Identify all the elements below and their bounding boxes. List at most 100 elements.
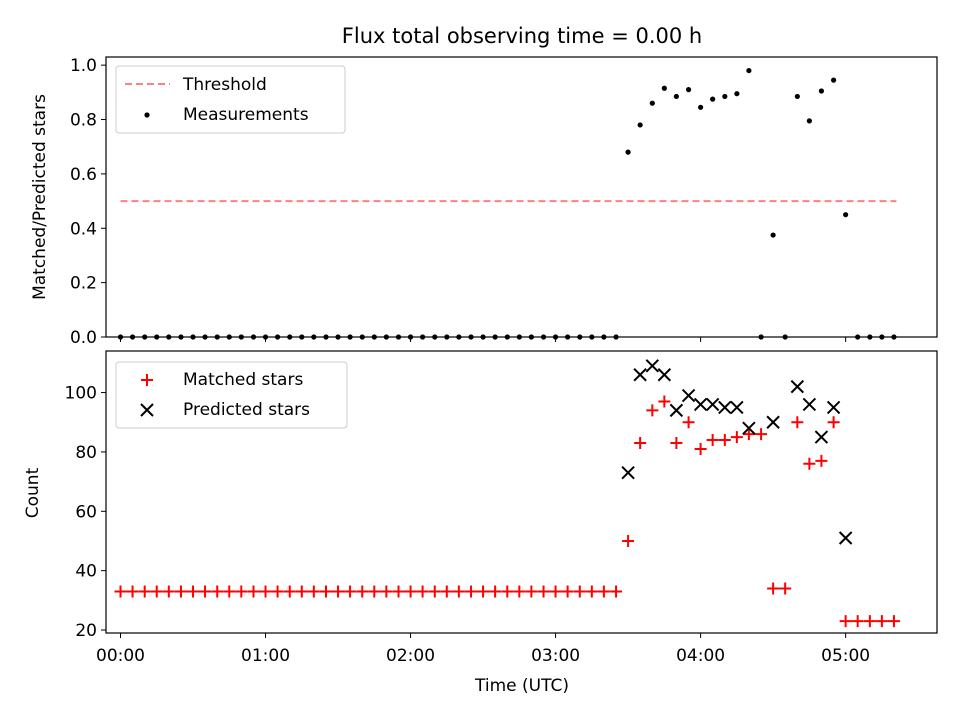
matched-star-point bbox=[428, 585, 441, 598]
matched-star-point bbox=[320, 585, 333, 598]
matched-star-point bbox=[271, 585, 284, 598]
matched-star-point bbox=[791, 416, 804, 429]
predicted-star-point bbox=[718, 400, 732, 415]
matched-star-point bbox=[827, 416, 840, 429]
measurement-point bbox=[734, 91, 740, 97]
bottom-panel: 20 40 60 80 100 00:00 01:00 02:00 03:00 04:00 05:… bbox=[23, 350, 938, 696]
legend-matched-swatch bbox=[141, 374, 153, 386]
matched-star-point bbox=[634, 437, 647, 450]
top-ytick-label: 0.2 bbox=[70, 274, 97, 294]
matched-star-point bbox=[622, 534, 635, 547]
measurement-point bbox=[722, 93, 728, 100]
measurement-point bbox=[710, 96, 716, 102]
matched-star-point bbox=[718, 434, 731, 447]
measurement-point bbox=[698, 104, 704, 110]
matched-star-point bbox=[235, 585, 248, 598]
matched-star-point bbox=[610, 585, 623, 598]
matched-star-point bbox=[501, 585, 514, 598]
matched-star-point bbox=[368, 585, 381, 598]
measurement-point bbox=[649, 100, 655, 106]
predicted-star-point bbox=[730, 400, 744, 415]
matched-star-point bbox=[646, 404, 659, 417]
measurement-point bbox=[673, 93, 679, 100]
matched-star-point bbox=[344, 585, 357, 598]
matched-star-point bbox=[742, 428, 755, 441]
measurement-point bbox=[794, 93, 800, 100]
matched-star-point bbox=[658, 395, 671, 408]
matched-star-point bbox=[440, 585, 453, 598]
matched-star-point bbox=[525, 585, 538, 598]
predicted-star-point bbox=[826, 400, 841, 415]
matched-star-point bbox=[767, 582, 780, 595]
measurement-point bbox=[770, 232, 776, 238]
measurement-point bbox=[806, 118, 812, 124]
matched-star-point bbox=[356, 585, 369, 598]
bottom-y-axis: 20 40 60 80 100 bbox=[65, 384, 106, 641]
predicted-star-point bbox=[742, 421, 756, 435]
legend-matched-label: Matched stars bbox=[183, 370, 303, 390]
matched-star-point bbox=[779, 582, 792, 595]
matched-star-point bbox=[392, 585, 405, 598]
predicted-star-point bbox=[802, 397, 817, 412]
matched-star-point bbox=[706, 434, 719, 447]
matched-star-point bbox=[670, 437, 683, 450]
top-x-ticks bbox=[120, 337, 847, 342]
top-legend: Threshold Measurements bbox=[115, 65, 346, 134]
matched-star-point bbox=[489, 585, 502, 598]
matched-star-point bbox=[465, 585, 478, 598]
top-y-axis-label: Matched/Predicted stars bbox=[30, 94, 50, 300]
matched-star-point bbox=[404, 585, 417, 598]
predicted-star-point bbox=[814, 430, 829, 444]
bottom-xtick-label: 01:00 bbox=[241, 646, 290, 666]
matched-star-point bbox=[162, 585, 175, 598]
bottom-ytick-label: 40 bbox=[75, 562, 97, 582]
bottom-xtick-label: 02:00 bbox=[386, 646, 435, 666]
bottom-x-axis-label: Time (UTC) bbox=[474, 676, 569, 696]
matched-star-point bbox=[126, 585, 139, 598]
top-ytick-label: 1.0 bbox=[70, 56, 97, 76]
matched-star-point bbox=[452, 585, 465, 598]
bottom-xtick-label: 03:00 bbox=[531, 646, 580, 666]
matched-star-point bbox=[887, 615, 900, 628]
bottom-ytick-label: 100 bbox=[65, 384, 97, 404]
measurement-point bbox=[685, 87, 692, 93]
matched-star-point bbox=[585, 585, 598, 598]
predicted-star-point bbox=[621, 465, 635, 480]
matched-star-point bbox=[513, 585, 526, 598]
matched-star-point bbox=[223, 585, 236, 598]
matched-star-point bbox=[416, 585, 429, 598]
top-panel: 0.0 0.2 0.4 0.6 0.8 1.0 Matched/Predicted sta… bbox=[30, 56, 938, 348]
top-ytick-label: 0.4 bbox=[70, 219, 97, 239]
matched-star-point bbox=[295, 585, 308, 598]
matched-star-point bbox=[211, 585, 224, 598]
measurement-point bbox=[843, 212, 849, 218]
measurement-point bbox=[746, 67, 752, 74]
bottom-xtick-label: 00:00 bbox=[96, 646, 145, 666]
measurement-point bbox=[625, 149, 631, 155]
measurement-point bbox=[637, 122, 643, 128]
matched-star-point bbox=[815, 454, 828, 467]
matched-star-point bbox=[730, 431, 743, 444]
bottom-plot-area bbox=[114, 359, 900, 628]
legend-measurements-swatch bbox=[144, 112, 150, 118]
predicted-star-point bbox=[838, 531, 853, 545]
matched-star-point bbox=[597, 585, 610, 598]
predicted-star-point bbox=[657, 368, 672, 382]
matched-star-point bbox=[537, 585, 550, 598]
legend-predicted-swatch bbox=[140, 403, 154, 417]
matched-star-point bbox=[150, 585, 163, 598]
predicted-star-point bbox=[790, 379, 805, 394]
matched-star-point bbox=[573, 585, 586, 598]
predicted-star-point bbox=[633, 368, 647, 382]
predicted-star-point bbox=[669, 403, 684, 418]
matched-star-point bbox=[682, 416, 695, 429]
bottom-xtick-label: 05:00 bbox=[821, 646, 870, 666]
measurement-point bbox=[818, 88, 825, 94]
matched-star-point bbox=[694, 442, 707, 455]
top-ytick-label: 0.8 bbox=[70, 111, 97, 131]
legend-measurements-label: Measurements bbox=[183, 105, 309, 125]
matched-star-point bbox=[863, 615, 876, 628]
matched-star-point bbox=[307, 585, 320, 598]
matched-star-point bbox=[332, 585, 345, 598]
